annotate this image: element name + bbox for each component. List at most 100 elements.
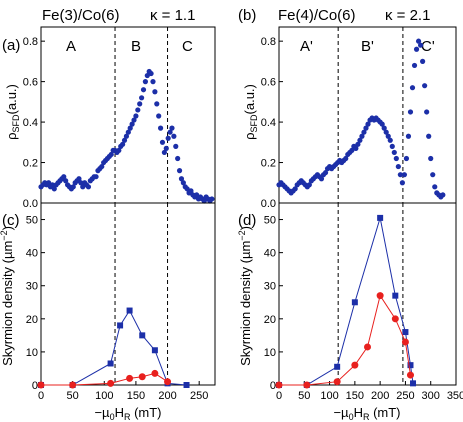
y-tick-label: 0.4 [23,117,38,129]
x-tick-label: 250 [190,390,208,402]
data-marker [377,214,384,221]
data-point [99,163,105,170]
data-point [413,46,420,52]
y-tick-label: 0.6 [23,77,38,89]
data-point [137,101,143,107]
panel-d-yticks: 0 10 20 30 40 50 [264,215,283,392]
data-point [135,107,141,113]
y-tick-label: 0.2 [23,158,38,170]
data-point [393,155,399,162]
data-point [120,141,126,147]
data-marker [364,343,371,351]
data-point [116,147,122,154]
panel-d: (d) Skyrmion density (µm−2) −µ0HR (mT) 0… [237,202,463,422]
data-marker [138,373,146,381]
data-point [61,174,67,180]
data-point [407,109,414,115]
data-point [385,133,391,139]
data-point [154,101,160,107]
data-point [157,125,164,131]
data-point [363,125,369,131]
data-point [440,192,446,198]
data-point [292,186,298,192]
data-point [180,180,186,186]
data-point [409,85,416,91]
panel-b-title: Fe(4)/Co(6) [278,7,356,24]
data-marker [107,360,114,367]
panel-a-kappa: κ = 1.1 [150,7,195,24]
panel-c-xlabel: −µ0HR (mT) [94,405,161,422]
data-point [403,155,410,162]
data-point [142,79,148,85]
series-line [41,372,168,386]
data-marker [351,299,358,306]
data-marker [183,382,190,388]
panel-c-yticks: 0 10 20 30 40 50 [26,215,45,392]
panel-d-ylabel: Skyrmion density (µm−2) [237,226,253,366]
data-marker [37,381,45,389]
data-point [133,113,139,119]
panel-b-yticks: 0.0 0.2 0.4 0.6 0.8 [261,36,283,210]
data-point [428,155,434,162]
panel-d-label: (d) [238,212,256,229]
y-tick-label: 50 [26,215,38,227]
panel-c-xticks: 0 50 100 150 200 250 [38,381,208,402]
data-point [175,155,181,162]
panel-d-xticks: 0 50 100 150 200 250 300 350 [276,381,463,402]
data-point [121,137,128,143]
data-point [127,125,133,131]
panel-b-dashes [337,27,404,203]
data-point [361,129,367,135]
x-tick-label: 300 [422,390,440,402]
data-point [78,180,84,186]
panel-a-region-c: C [182,38,193,55]
panel-a-points [38,68,215,204]
y-tick-label: 30 [264,281,276,293]
data-point [156,113,162,119]
data-marker [303,381,311,389]
data-marker [334,363,341,370]
panel-d-dashes [337,203,404,385]
x-tick-label: 350 [447,390,463,402]
data-point [318,176,325,182]
data-point [399,180,405,186]
data-point [173,143,179,149]
data-point [161,149,167,156]
data-marker [126,374,134,382]
data-point [322,170,329,176]
y-tick-label: 20 [26,314,38,326]
panel-a-label: (a) [2,37,20,54]
data-marker [392,292,399,299]
data-point [397,172,403,178]
data-point [178,176,185,182]
data-point [430,172,436,178]
panel-c: (c) Skyrmion density (µm−2) −µ0HR (mT) 0… [0,202,216,422]
y-tick-label: 0 [32,380,38,392]
data-marker [406,371,414,379]
panel-c-ylabel: Skyrmion density (µm−2) [0,226,15,366]
data-point [349,147,355,154]
data-marker [407,362,414,369]
data-marker [164,378,172,386]
panel-a-title: Fe(3)/Co(6) [42,7,120,24]
data-point [422,83,428,89]
data-point [424,109,430,115]
data-point [426,133,432,139]
panel-b-region-c: C' [421,38,435,55]
data-marker [126,307,133,314]
panel-c-dashes [114,203,169,385]
data-marker [117,322,124,329]
data-point [420,58,426,64]
panel-b-ylabel: ρSFD(a.u.) [242,84,259,140]
y-tick-label: 0.4 [261,117,276,129]
x-tick-label: 100 [95,390,113,402]
y-tick-label: 0.0 [261,198,276,210]
data-marker [391,315,399,323]
data-point [150,79,156,85]
data-point [167,129,173,135]
data-point [131,117,137,123]
panel-a-ylabel: ρSFD(a.u.) [4,84,21,140]
data-point [381,125,387,131]
data-point [139,95,145,101]
